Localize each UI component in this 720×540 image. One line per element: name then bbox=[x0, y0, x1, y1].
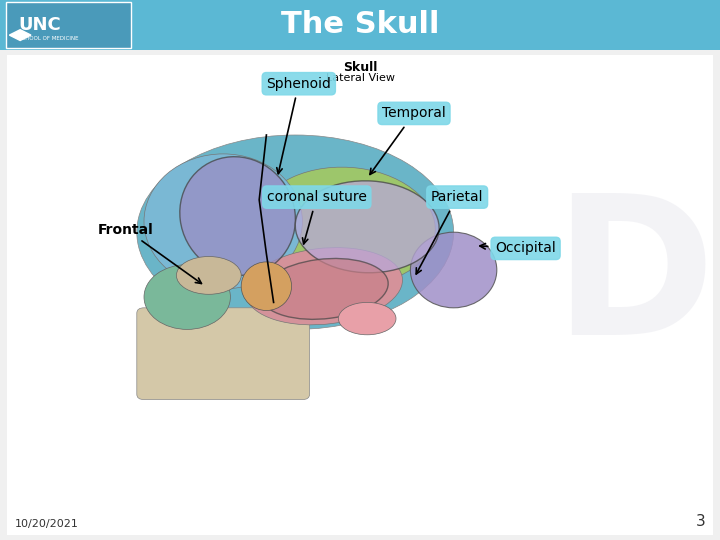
Ellipse shape bbox=[295, 181, 439, 273]
FancyBboxPatch shape bbox=[6, 2, 131, 48]
Polygon shape bbox=[9, 30, 31, 40]
Ellipse shape bbox=[176, 256, 241, 294]
Ellipse shape bbox=[246, 247, 402, 325]
FancyBboxPatch shape bbox=[0, 0, 720, 50]
Text: Occipital: Occipital bbox=[480, 241, 556, 255]
Text: Parietal: Parietal bbox=[416, 190, 483, 274]
Text: 10/20/2021: 10/20/2021 bbox=[14, 519, 78, 529]
Ellipse shape bbox=[338, 302, 396, 335]
Text: UNC: UNC bbox=[18, 16, 60, 34]
Ellipse shape bbox=[410, 232, 497, 308]
Ellipse shape bbox=[180, 157, 295, 275]
Ellipse shape bbox=[137, 135, 454, 329]
Text: Sphenoid: Sphenoid bbox=[266, 77, 331, 174]
Text: Skull: Skull bbox=[343, 61, 377, 74]
Text: SCHOOL OF MEDICINE: SCHOOL OF MEDICINE bbox=[18, 36, 78, 41]
Ellipse shape bbox=[144, 154, 302, 289]
FancyBboxPatch shape bbox=[7, 55, 713, 535]
Text: D: D bbox=[553, 187, 714, 375]
Text: Lateral View: Lateral View bbox=[325, 73, 395, 83]
Ellipse shape bbox=[260, 259, 388, 319]
Ellipse shape bbox=[144, 265, 230, 329]
Ellipse shape bbox=[241, 262, 292, 310]
Text: Frontal: Frontal bbox=[98, 222, 202, 284]
Text: The Skull: The Skull bbox=[281, 10, 439, 39]
Text: coronal suture: coronal suture bbox=[267, 190, 366, 244]
Text: 3: 3 bbox=[696, 514, 706, 529]
FancyBboxPatch shape bbox=[137, 308, 310, 400]
Text: Temporal: Temporal bbox=[370, 106, 446, 174]
Ellipse shape bbox=[256, 167, 436, 286]
